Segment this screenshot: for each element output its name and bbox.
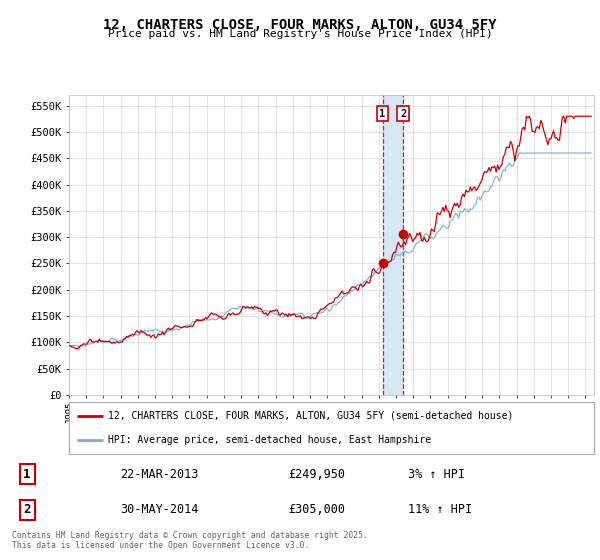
Text: 12, CHARTERS CLOSE, FOUR MARKS, ALTON, GU34 5FY: 12, CHARTERS CLOSE, FOUR MARKS, ALTON, G… [103,18,497,32]
Text: 11% ↑ HPI: 11% ↑ HPI [408,503,472,516]
Bar [383,95,403,395]
Text: HPI: Average price, semi-detached house, East Hampshire: HPI: Average price, semi-detached house,… [109,435,431,445]
Text: 22-MAR-2013: 22-MAR-2013 [120,468,199,480]
Text: £249,950: £249,950 [288,468,345,480]
Text: 1: 1 [23,468,31,480]
Text: 2: 2 [23,503,31,516]
Text: 3% ↑ HPI: 3% ↑ HPI [408,468,465,480]
Text: 2: 2 [400,109,406,119]
Text: £305,000: £305,000 [288,503,345,516]
Text: 30-MAY-2014: 30-MAY-2014 [120,503,199,516]
Text: Contains HM Land Registry data © Crown copyright and database right 2025.
This d: Contains HM Land Registry data © Crown c… [12,530,368,550]
Text: 1: 1 [379,109,386,119]
Text: Price paid vs. HM Land Registry's House Price Index (HPI): Price paid vs. HM Land Registry's House … [107,29,493,39]
Text: 12, CHARTERS CLOSE, FOUR MARKS, ALTON, GU34 5FY (semi-detached house): 12, CHARTERS CLOSE, FOUR MARKS, ALTON, G… [109,410,514,421]
